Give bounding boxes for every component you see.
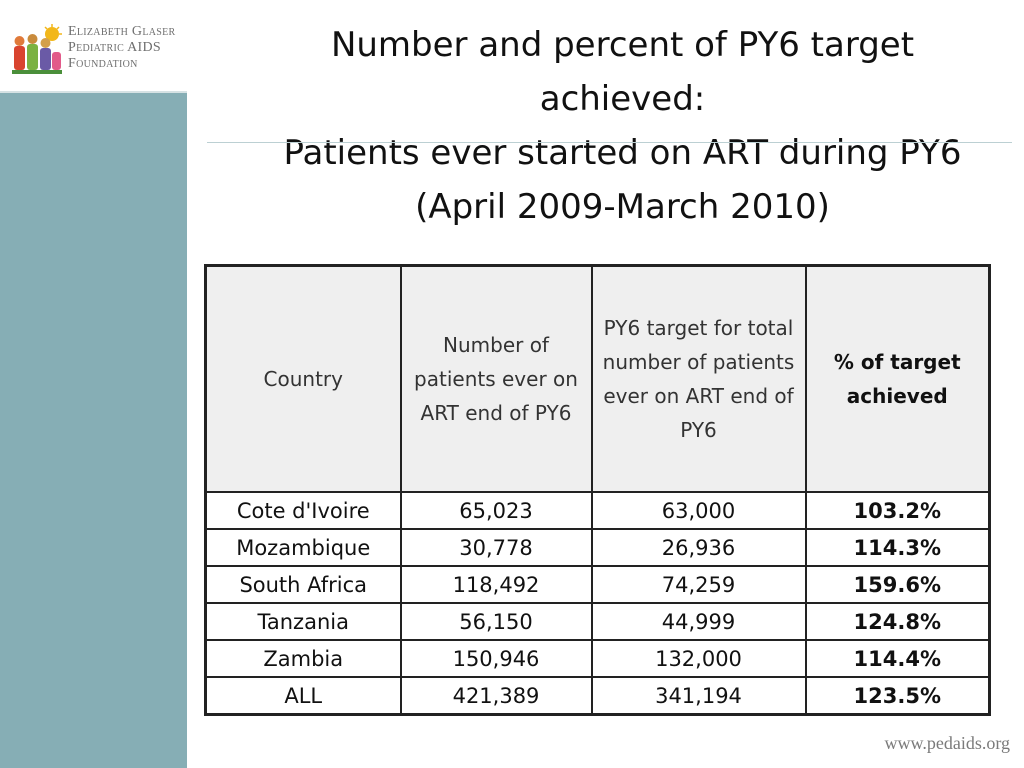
patients-cell: 150,946: [399, 639, 593, 678]
table-row: Mozambique 30,778 26,936 114.3%: [204, 528, 991, 567]
target-cell: 341,194: [590, 676, 807, 716]
patients-cell: 118,492: [399, 565, 593, 604]
country-cell: South Africa: [204, 565, 402, 604]
title-line-4: (April 2009-March 2010): [415, 187, 830, 227]
country-cell: Cote d'Ivoire: [204, 491, 402, 530]
table-row: Tanzania 56,150 44,999 124.8%: [204, 602, 991, 641]
title-line-3: Patients ever started on ART during PY6: [283, 133, 962, 173]
children-logo-icon: [12, 24, 62, 74]
title-line-1: Number and percent of PY6 target: [330, 25, 915, 65]
table-row: Zambia 150,946 132,000 114.4%: [204, 639, 991, 678]
logo-text: Elizabeth Glaser Pediatric AIDS Foundati…: [68, 24, 176, 72]
percent-cell: 114.3%: [804, 528, 991, 567]
percent-cell: 124.8%: [804, 602, 991, 641]
header-py6-target: PY6 target for total number of patients …: [590, 264, 807, 493]
percent-cell: 123.5%: [804, 676, 991, 716]
table-row-total: ALL 421,389 341,194 123.5%: [204, 676, 991, 716]
country-cell: Zambia: [204, 639, 402, 678]
percent-cell: 103.2%: [804, 491, 991, 530]
patients-cell: 56,150: [399, 602, 593, 641]
logo-line-1: Elizabeth Glaser: [68, 24, 176, 39]
header-patients-on-art: Number of patients ever on ART end of PY…: [399, 264, 593, 493]
title-line-2: achieved:: [539, 79, 706, 119]
table-row: Cote d'Ivoire 65,023 63,000 103.2%: [204, 491, 991, 530]
percent-cell: 159.6%: [804, 565, 991, 604]
patients-cell: 65,023: [399, 491, 593, 530]
header-percent-achieved: % of target achieved: [804, 264, 991, 493]
logo-line-2: Pediatric AIDS: [68, 40, 161, 55]
target-cell: 74,259: [590, 565, 807, 604]
header-country: Country: [204, 264, 402, 493]
country-cell: ALL: [204, 676, 402, 716]
country-cell: Tanzania: [204, 602, 402, 641]
target-cell: 44,999: [590, 602, 807, 641]
country-cell: Mozambique: [204, 528, 402, 567]
percent-cell: 114.4%: [804, 639, 991, 678]
patients-cell: 30,778: [399, 528, 593, 567]
target-cell: 132,000: [590, 639, 807, 678]
logo: Elizabeth Glaser Pediatric AIDS Foundati…: [0, 0, 187, 93]
target-cell: 63,000: [590, 491, 807, 530]
logo-line-3: Foundation: [68, 56, 138, 71]
table-row: South Africa 118,492 74,259 159.6%: [204, 565, 991, 604]
title-divider: [207, 142, 1012, 143]
patients-cell: 421,389: [399, 676, 593, 716]
table-header-row: Country Number of patients ever on ART e…: [204, 264, 991, 493]
slide-title: Number and percent of PY6 target achieve…: [230, 18, 1015, 234]
sidebar-band: [0, 93, 187, 768]
footer-url: www.pedaids.org: [884, 733, 1010, 753]
data-table: Country Number of patients ever on ART e…: [204, 264, 991, 716]
target-cell: 26,936: [590, 528, 807, 567]
